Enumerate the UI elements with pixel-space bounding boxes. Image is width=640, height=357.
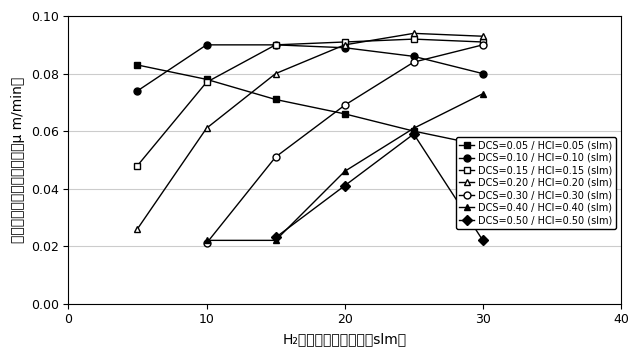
DCS=0.15 / HCl=0.15 (slm) [410,37,417,41]
DCS=0.50 / HCl=0.50 (slm) [341,183,349,188]
DCS=0.30 / HCl=0.30 (slm) [272,155,280,159]
DCS=0.40 / HCl=0.40 (slm) [203,238,211,242]
DCS=0.10 / HCl=0.10 (slm) [410,54,417,59]
DCS=0.10 / HCl=0.10 (slm) [479,71,486,76]
DCS=0.30 / HCl=0.30 (slm) [479,43,486,47]
Line: DCS=0.20 / HCl=0.20 (slm): DCS=0.20 / HCl=0.20 (slm) [134,30,486,232]
DCS=0.05 / HCl=0.05 (slm) [479,144,486,148]
Line: DCS=0.15 / HCl=0.15 (slm): DCS=0.15 / HCl=0.15 (slm) [134,36,486,169]
Legend: DCS=0.05 / HCl=0.05 (slm), DCS=0.10 / HCl=0.10 (slm), DCS=0.15 / HCl=0.15 (slm),: DCS=0.05 / HCl=0.05 (slm), DCS=0.10 / HC… [456,137,616,229]
DCS=0.20 / HCl=0.20 (slm) [479,34,486,39]
DCS=0.05 / HCl=0.05 (slm) [272,97,280,102]
DCS=0.50 / HCl=0.50 (slm) [272,235,280,240]
DCS=0.30 / HCl=0.30 (slm) [410,60,417,64]
DCS=0.40 / HCl=0.40 (slm) [341,169,349,174]
DCS=0.20 / HCl=0.20 (slm) [341,43,349,47]
DCS=0.05 / HCl=0.05 (slm) [203,77,211,81]
DCS=0.30 / HCl=0.30 (slm) [203,241,211,245]
Y-axis label: エピタキシャル成長速度（μ m/min）: エピタキシャル成長速度（μ m/min） [11,77,25,243]
DCS=0.15 / HCl=0.15 (slm) [272,43,280,47]
DCS=0.10 / HCl=0.10 (slm) [203,43,211,47]
DCS=0.05 / HCl=0.05 (slm) [341,112,349,116]
DCS=0.40 / HCl=0.40 (slm) [272,238,280,242]
DCS=0.20 / HCl=0.20 (slm) [134,227,141,231]
DCS=0.30 / HCl=0.30 (slm) [341,103,349,107]
DCS=0.20 / HCl=0.20 (slm) [203,126,211,130]
Line: DCS=0.40 / HCl=0.40 (slm): DCS=0.40 / HCl=0.40 (slm) [203,90,486,244]
DCS=0.20 / HCl=0.20 (slm) [410,31,417,35]
DCS=0.05 / HCl=0.05 (slm) [410,129,417,133]
DCS=0.10 / HCl=0.10 (slm) [272,43,280,47]
Line: DCS=0.30 / HCl=0.30 (slm): DCS=0.30 / HCl=0.30 (slm) [203,41,486,247]
Line: DCS=0.10 / HCl=0.10 (slm): DCS=0.10 / HCl=0.10 (slm) [134,41,486,94]
DCS=0.20 / HCl=0.20 (slm) [272,71,280,76]
Line: DCS=0.50 / HCl=0.50 (slm): DCS=0.50 / HCl=0.50 (slm) [272,131,486,244]
DCS=0.10 / HCl=0.10 (slm) [134,89,141,93]
DCS=0.15 / HCl=0.15 (slm) [203,80,211,84]
DCS=0.40 / HCl=0.40 (slm) [410,126,417,130]
DCS=0.15 / HCl=0.15 (slm) [341,40,349,44]
X-axis label: H₂キャリアガス流量（slm）: H₂キャリアガス流量（slm） [283,332,407,346]
DCS=0.05 / HCl=0.05 (slm) [134,63,141,67]
Line: DCS=0.05 / HCl=0.05 (slm): DCS=0.05 / HCl=0.05 (slm) [134,61,486,149]
DCS=0.10 / HCl=0.10 (slm) [341,46,349,50]
DCS=0.15 / HCl=0.15 (slm) [134,164,141,168]
DCS=0.15 / HCl=0.15 (slm) [479,40,486,44]
DCS=0.40 / HCl=0.40 (slm) [479,92,486,96]
DCS=0.50 / HCl=0.50 (slm) [479,238,486,242]
DCS=0.50 / HCl=0.50 (slm) [410,132,417,136]
